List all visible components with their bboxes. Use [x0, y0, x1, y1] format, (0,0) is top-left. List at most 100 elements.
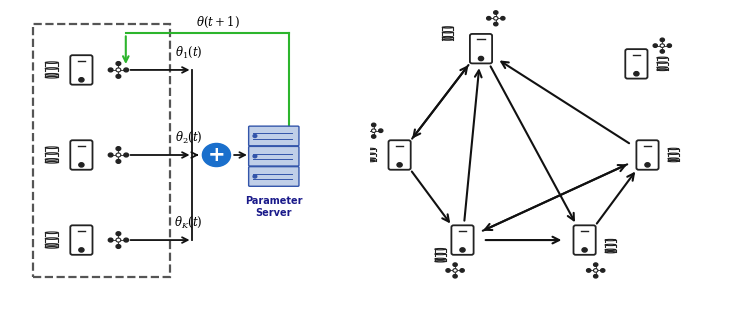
Circle shape: [660, 38, 665, 42]
Ellipse shape: [605, 239, 616, 241]
Circle shape: [633, 72, 639, 76]
Circle shape: [397, 163, 403, 167]
FancyBboxPatch shape: [451, 225, 474, 255]
Circle shape: [108, 153, 113, 157]
Ellipse shape: [364, 148, 376, 150]
Bar: [364, 159, 376, 161]
Circle shape: [116, 232, 121, 236]
Circle shape: [371, 129, 376, 132]
Ellipse shape: [435, 253, 445, 255]
Ellipse shape: [45, 244, 58, 245]
Circle shape: [79, 248, 84, 252]
Circle shape: [371, 135, 376, 138]
Circle shape: [203, 144, 231, 166]
Ellipse shape: [45, 232, 58, 233]
Ellipse shape: [657, 62, 667, 63]
Circle shape: [494, 22, 498, 26]
FancyBboxPatch shape: [249, 126, 299, 146]
Circle shape: [116, 159, 121, 163]
Bar: [45, 69, 58, 71]
Ellipse shape: [657, 69, 667, 71]
Circle shape: [667, 44, 671, 47]
Circle shape: [587, 269, 591, 272]
FancyBboxPatch shape: [70, 55, 92, 85]
Circle shape: [582, 248, 588, 252]
Ellipse shape: [668, 153, 679, 154]
FancyBboxPatch shape: [574, 225, 596, 255]
Circle shape: [660, 50, 665, 53]
Circle shape: [379, 129, 383, 132]
Circle shape: [371, 123, 376, 127]
Ellipse shape: [45, 246, 58, 248]
Ellipse shape: [605, 249, 616, 250]
Bar: [45, 159, 58, 162]
Circle shape: [446, 269, 450, 272]
Bar: [443, 37, 453, 40]
Circle shape: [124, 238, 129, 242]
Bar: [605, 245, 616, 247]
Text: Parameter
Server: Parameter Server: [245, 196, 303, 218]
Circle shape: [116, 153, 121, 157]
FancyBboxPatch shape: [70, 225, 92, 255]
Circle shape: [79, 163, 84, 167]
Text: +: +: [208, 145, 225, 165]
FancyBboxPatch shape: [625, 49, 648, 79]
Bar: [668, 154, 679, 156]
Circle shape: [108, 68, 113, 72]
Ellipse shape: [605, 244, 616, 246]
FancyBboxPatch shape: [388, 140, 411, 170]
Bar: [45, 245, 58, 247]
Ellipse shape: [657, 67, 667, 68]
Ellipse shape: [435, 261, 445, 262]
Circle shape: [79, 78, 84, 82]
Bar: [364, 149, 376, 151]
Bar: [443, 27, 453, 30]
Bar: [668, 149, 679, 151]
Bar: [657, 68, 668, 70]
Ellipse shape: [443, 27, 453, 28]
Circle shape: [494, 16, 498, 20]
Text: $\theta_K(t)$: $\theta_K(t)$: [175, 215, 203, 230]
Circle shape: [124, 153, 129, 157]
Bar: [435, 249, 445, 252]
Ellipse shape: [45, 73, 58, 75]
Text: $\theta_1(t)$: $\theta_1(t)$: [175, 45, 203, 60]
Circle shape: [453, 263, 457, 266]
Bar: [435, 254, 445, 256]
Ellipse shape: [605, 251, 616, 253]
Circle shape: [453, 274, 457, 278]
Circle shape: [453, 269, 457, 272]
Bar: [45, 148, 58, 151]
Circle shape: [365, 129, 369, 132]
Bar: [364, 154, 376, 156]
Ellipse shape: [435, 258, 445, 259]
Ellipse shape: [364, 158, 376, 159]
Ellipse shape: [668, 160, 679, 162]
Circle shape: [601, 269, 605, 272]
Circle shape: [108, 238, 113, 242]
Bar: [443, 32, 453, 35]
Circle shape: [479, 56, 484, 61]
Bar: [45, 239, 58, 241]
FancyBboxPatch shape: [249, 167, 299, 186]
Circle shape: [116, 147, 121, 151]
Ellipse shape: [668, 148, 679, 150]
Ellipse shape: [364, 160, 376, 162]
Ellipse shape: [668, 158, 679, 159]
Ellipse shape: [45, 159, 58, 160]
Circle shape: [253, 175, 257, 178]
Ellipse shape: [443, 32, 453, 33]
Bar: [605, 250, 616, 252]
Bar: [33, 24, 170, 277]
Text: $\theta_2(t)$: $\theta_2(t)$: [175, 130, 203, 145]
Circle shape: [501, 16, 505, 20]
FancyBboxPatch shape: [636, 140, 659, 170]
Ellipse shape: [364, 153, 376, 154]
Circle shape: [653, 44, 657, 47]
Bar: [45, 233, 58, 236]
Bar: [45, 63, 58, 65]
Circle shape: [116, 68, 121, 72]
Ellipse shape: [45, 77, 58, 78]
Ellipse shape: [45, 147, 58, 148]
Circle shape: [124, 68, 129, 72]
